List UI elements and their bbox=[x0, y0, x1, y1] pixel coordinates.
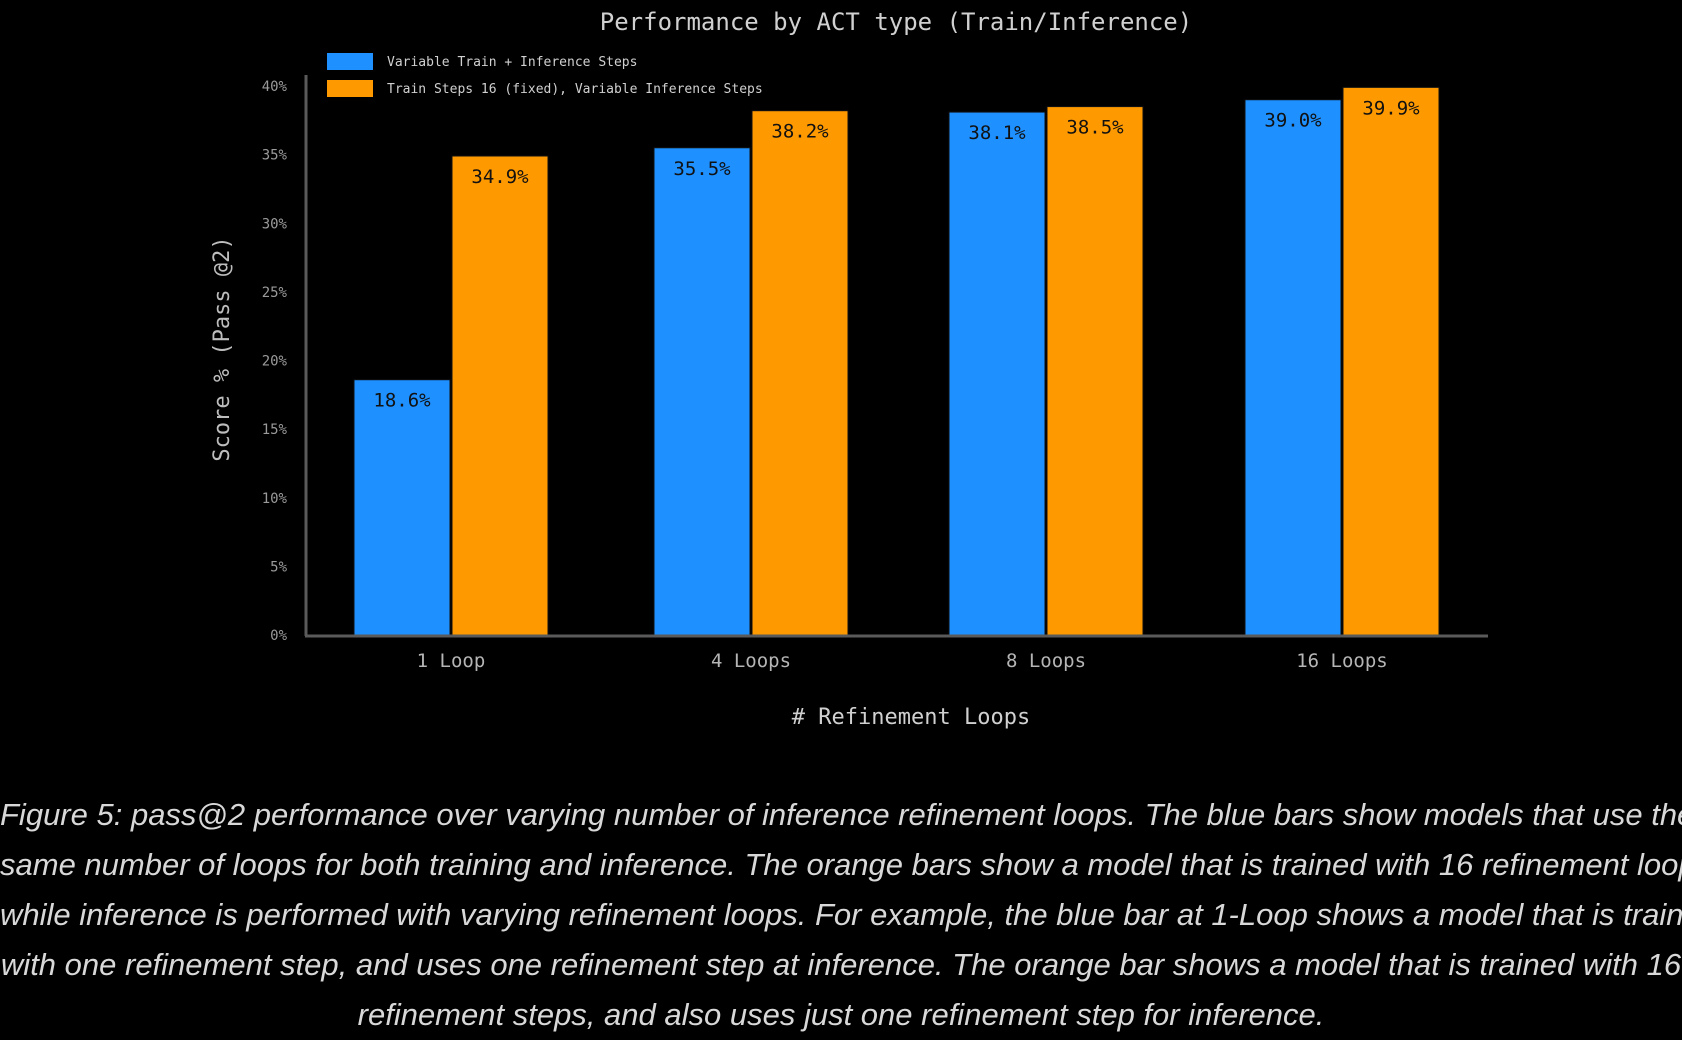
y-tick-label: 25% bbox=[262, 285, 288, 301]
bar-blue bbox=[353, 379, 451, 636]
bar-value-label: 34.9% bbox=[471, 166, 529, 188]
legend-swatch-orange bbox=[327, 80, 373, 97]
bar-orange bbox=[451, 155, 549, 636]
y-tick-label: 5% bbox=[270, 559, 287, 575]
chart-title: Performance by ACT type (Train/Inference… bbox=[600, 8, 1192, 36]
bar-value-label: 38.1% bbox=[968, 122, 1026, 144]
legend-swatch-blue bbox=[327, 53, 373, 70]
legend: Variable Train + Inference Steps Train S… bbox=[327, 53, 763, 97]
x-tick-label: 4 Loops bbox=[711, 650, 791, 672]
y-tick-label: 10% bbox=[262, 491, 288, 507]
bar-orange bbox=[1342, 86, 1440, 636]
x-tick-label: 8 Loops bbox=[1006, 650, 1086, 672]
y-axis-label: Score % (Pass @2) bbox=[210, 236, 235, 461]
figure-caption: Figure 5: pass@2 performance over varyin… bbox=[0, 790, 1682, 1040]
caption-line: refinement steps, and also uses just one… bbox=[357, 997, 1325, 1032]
x-axis-label: # Refinement Loops bbox=[792, 705, 1030, 730]
bar-orange bbox=[1046, 106, 1144, 636]
x-tick-label: 16 Loops bbox=[1296, 650, 1388, 672]
bar-blue bbox=[1244, 99, 1342, 636]
bar-value-label: 39.9% bbox=[1362, 97, 1420, 119]
bar-blue bbox=[653, 147, 751, 636]
caption-line: while inference is performed with varyin… bbox=[0, 897, 1682, 932]
bar-value-label: 38.5% bbox=[1066, 117, 1124, 139]
y-tick-label: 35% bbox=[262, 148, 288, 164]
y-tick-label: 30% bbox=[262, 216, 288, 232]
y-tick-label: 40% bbox=[262, 79, 288, 95]
caption-line: same number of loops for both training a… bbox=[0, 847, 1682, 882]
bar-orange bbox=[751, 110, 849, 636]
x-tick-label: 1 Loop bbox=[417, 650, 486, 672]
y-tick-label: 0% bbox=[270, 628, 287, 644]
caption-line: Figure 5: pass@2 performance over varyin… bbox=[0, 797, 1682, 832]
bar-value-label: 18.6% bbox=[373, 390, 431, 412]
legend-label: Train Steps 16 (fixed), Variable Inferen… bbox=[387, 82, 763, 97]
y-tick-label: 15% bbox=[262, 422, 288, 438]
caption-line: with one refinement step, and uses one r… bbox=[0, 947, 1682, 982]
bar-value-label: 39.0% bbox=[1264, 110, 1322, 132]
bar-value-label: 35.5% bbox=[673, 158, 731, 180]
bar-chart: Performance by ACT type (Train/Inference… bbox=[210, 8, 1488, 730]
bar-blue bbox=[948, 111, 1046, 636]
legend-label: Variable Train + Inference Steps bbox=[387, 55, 637, 70]
y-tick-label: 20% bbox=[262, 354, 288, 370]
bar-value-label: 38.2% bbox=[771, 121, 829, 143]
